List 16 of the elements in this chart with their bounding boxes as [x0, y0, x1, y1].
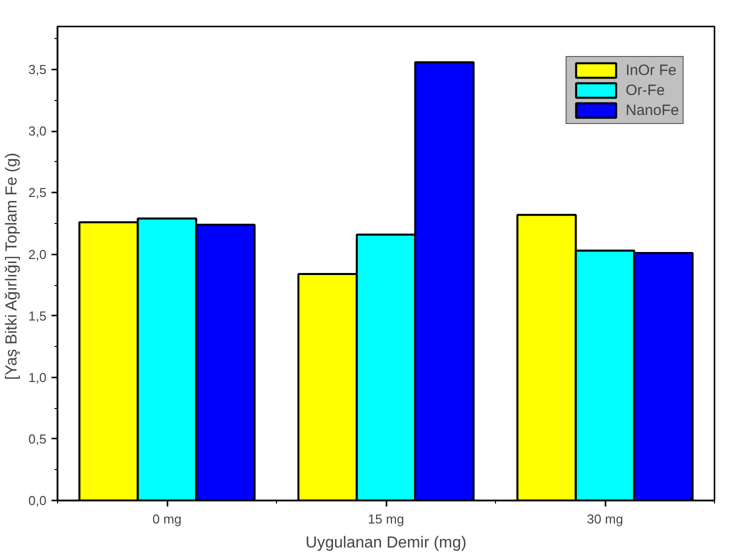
- y-axis-title: [Yaş Bitki Ağırlığı] Toplam Fe (g): [3, 152, 20, 380]
- legend-label: InOr Fe: [626, 62, 676, 78]
- y-tick-label: 3,0: [28, 124, 47, 139]
- x-tick-label: 0 mg: [152, 512, 182, 526]
- x-tick-label: 15 mg: [368, 512, 404, 526]
- y-tick-label: 3,5: [28, 62, 47, 78]
- y-tick-label: 1,0: [28, 370, 47, 385]
- y-tick-label: 2,0: [28, 246, 47, 262]
- x-axis-title: Uygulanan Demir (mg): [306, 534, 466, 552]
- x-tick-label: 30 mg: [586, 512, 624, 526]
- legend-label: Or-Fe: [626, 82, 665, 98]
- legend-label: NanoFe: [626, 102, 679, 118]
- y-tick-label: 2,5: [28, 185, 47, 200]
- y-tick-label: 0,5: [28, 431, 47, 446]
- y-tick-label: 1,5: [28, 308, 47, 324]
- y-tick-label: 0,0: [28, 493, 47, 508]
